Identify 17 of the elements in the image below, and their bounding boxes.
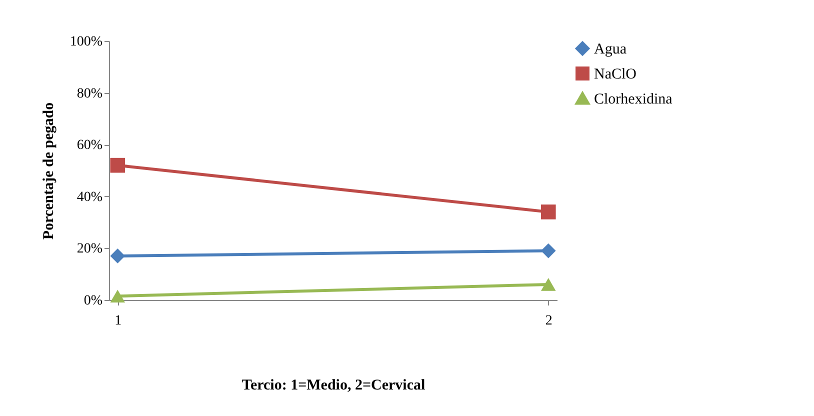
y-tick-label: 100% [70, 34, 103, 50]
legend-label: Clorhexidina [594, 92, 673, 108]
legend-label: NaClO [594, 66, 637, 82]
y-tick-label: 80% [76, 86, 103, 102]
y-tick-label: 20% [76, 242, 103, 257]
y-tick-label: 0% [84, 294, 103, 308]
point [110, 158, 126, 173]
y-axis-title: Porcentaje de pegado [40, 102, 57, 240]
x-tick-label: 1 [114, 314, 122, 328]
y-tick-label: 40% [76, 190, 103, 205]
x-tick-label: 2 [545, 314, 552, 328]
point [110, 248, 126, 264]
legend-label: Agua [594, 42, 627, 58]
point [540, 243, 556, 258]
y-tick-label: 60% [76, 138, 103, 154]
point [540, 204, 556, 220]
x-axis-title: Tercio: 1=Medio, 2=Cervical [242, 378, 426, 394]
